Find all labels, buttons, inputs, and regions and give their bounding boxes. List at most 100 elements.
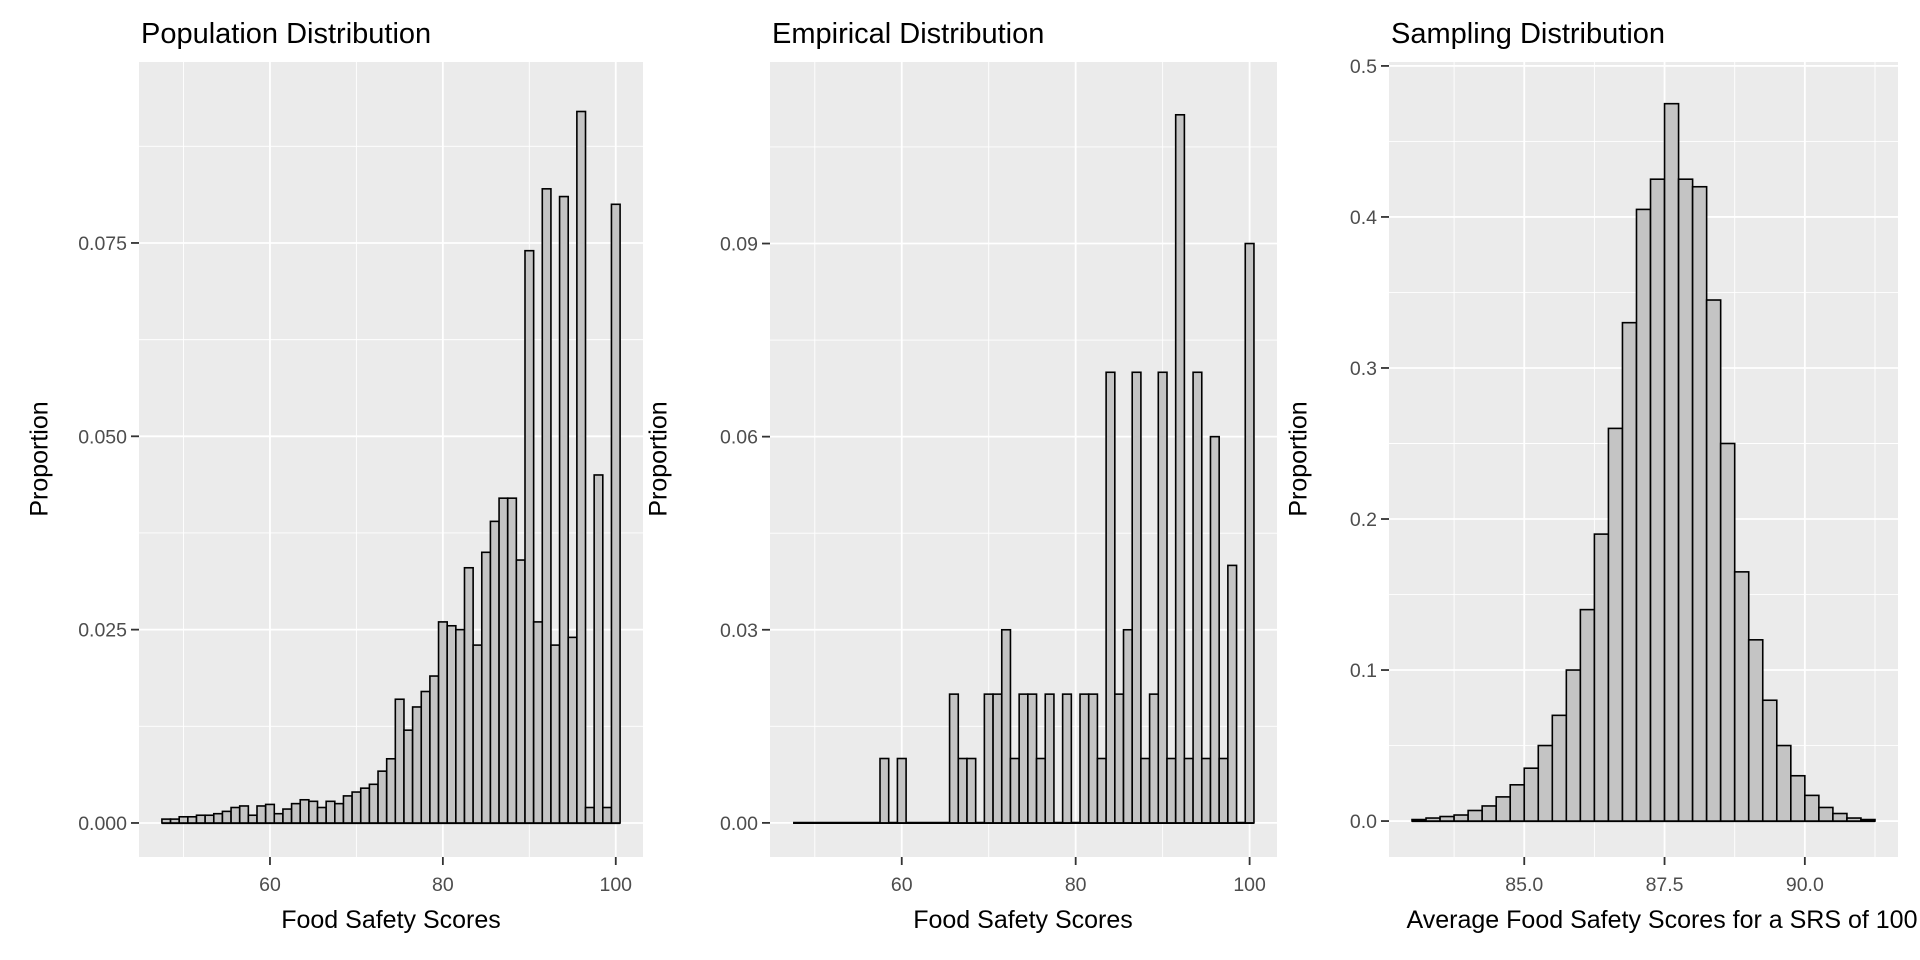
histogram-bar bbox=[238, 805, 250, 824]
y-axis-title-population: Proportion bbox=[25, 401, 54, 517]
histogram-bar bbox=[506, 497, 518, 824]
histogram-bar bbox=[463, 566, 474, 824]
histogram-bar bbox=[472, 644, 483, 824]
y-tick-label: 0.0 bbox=[1350, 811, 1377, 833]
x-tick-label: 100 bbox=[599, 874, 632, 896]
histogram-bar bbox=[334, 802, 345, 824]
histogram-bar bbox=[1114, 693, 1125, 824]
histogram-bar bbox=[394, 698, 405, 824]
histogram-bar bbox=[1593, 533, 1610, 822]
histogram-bar bbox=[1044, 693, 1055, 824]
histogram-bar bbox=[446, 624, 457, 824]
histogram-bar bbox=[1677, 178, 1694, 822]
histogram-bar bbox=[316, 806, 327, 824]
histogram-bar bbox=[1705, 299, 1722, 822]
histogram-bar bbox=[498, 497, 509, 824]
histogram-bar bbox=[1663, 102, 1680, 822]
histogram-bar bbox=[1495, 796, 1512, 822]
histogram-bar bbox=[541, 188, 552, 824]
histogram-bar bbox=[1148, 693, 1160, 824]
histogram-bar bbox=[169, 818, 180, 824]
histogram-bar bbox=[1621, 321, 1638, 822]
histogram-bar bbox=[1565, 669, 1582, 822]
histogram-bar bbox=[602, 806, 613, 824]
histogram-bar bbox=[256, 805, 267, 824]
histogram-bar bbox=[1467, 809, 1483, 822]
histogram-bar bbox=[1183, 757, 1194, 824]
histogram-bar bbox=[1018, 693, 1029, 824]
histogram-bar bbox=[437, 621, 448, 824]
histogram-bar bbox=[385, 757, 397, 824]
histogram-bar bbox=[515, 559, 526, 824]
histogram-bar bbox=[1607, 427, 1624, 822]
histogram-bar bbox=[879, 757, 890, 824]
histogram-bar bbox=[420, 690, 431, 824]
y-tick-label: 0.00 bbox=[720, 813, 758, 835]
histogram-bar bbox=[1846, 817, 1862, 822]
histogram-bar bbox=[1157, 371, 1168, 824]
histogram-bar bbox=[411, 706, 423, 824]
x-tick-label: 80 bbox=[1065, 874, 1087, 896]
histogram-bar bbox=[1174, 113, 1186, 824]
y-axis-title-empirical: Proportion bbox=[644, 401, 673, 517]
y-tick-label: 0.075 bbox=[78, 233, 127, 255]
histogram-bar bbox=[948, 693, 960, 824]
x-tick-label: 80 bbox=[432, 874, 454, 896]
x-tick-label: 87.5 bbox=[1646, 874, 1684, 896]
histogram-bar bbox=[480, 551, 492, 824]
y-axis-title-sampling: Proportion bbox=[1284, 401, 1313, 517]
histogram-bar bbox=[187, 815, 198, 824]
histogram-bar bbox=[489, 520, 500, 824]
histogram-bar bbox=[896, 757, 907, 824]
histogram-bar bbox=[524, 249, 535, 824]
histogram-bar bbox=[1200, 757, 1212, 824]
histogram-bar bbox=[1790, 774, 1806, 822]
histogram-bar bbox=[1009, 757, 1020, 824]
y-tick-label: 0.5 bbox=[1350, 56, 1377, 78]
histogram-bar bbox=[1579, 608, 1596, 822]
histogram-bar bbox=[1719, 442, 1736, 822]
histogram-bar bbox=[1061, 693, 1073, 824]
histogram-bar bbox=[195, 814, 206, 824]
histogram-bar bbox=[966, 757, 977, 824]
histogram-bar bbox=[550, 644, 561, 824]
histogram-bar bbox=[576, 110, 587, 824]
y-tick-label: 0.2 bbox=[1350, 509, 1377, 531]
histogram-bar bbox=[1227, 564, 1238, 824]
histogram-bar bbox=[429, 675, 440, 824]
histogram-bar bbox=[1860, 818, 1876, 822]
x-tick-label: 60 bbox=[259, 874, 281, 896]
histogram-bar bbox=[377, 770, 388, 824]
x-tick-label: 60 bbox=[891, 874, 913, 896]
x-axis-title-population: Food Safety Scores bbox=[281, 906, 501, 934]
histogram-bar bbox=[1818, 806, 1834, 822]
histogram-bar bbox=[1832, 812, 1848, 822]
histogram-bar bbox=[178, 815, 189, 824]
histogram-bar bbox=[1244, 242, 1255, 824]
histogram-bar bbox=[1775, 744, 1792, 822]
chart-title-sampling: Sampling Distribution bbox=[1391, 18, 1666, 50]
histogram-bar bbox=[368, 783, 379, 824]
histogram-bar bbox=[204, 814, 215, 824]
histogram-bar bbox=[1140, 757, 1151, 824]
histogram-bar bbox=[308, 800, 319, 824]
histogram-bar bbox=[1551, 714, 1568, 822]
histogram-bar bbox=[567, 636, 578, 824]
histogram-bar bbox=[359, 787, 371, 824]
y-tick-label: 0.000 bbox=[78, 813, 127, 835]
histogram-bar bbox=[610, 203, 621, 824]
histogram-bar bbox=[351, 791, 362, 824]
histogram-bar bbox=[1096, 757, 1107, 824]
histogram-bar bbox=[342, 795, 353, 824]
histogram-bar bbox=[1761, 699, 1778, 822]
histogram-bar bbox=[593, 474, 604, 824]
histogram-bar bbox=[1747, 639, 1764, 822]
histogram-bar bbox=[1035, 757, 1047, 824]
histogram-bar bbox=[1425, 817, 1441, 822]
histogram-bar bbox=[1131, 371, 1142, 824]
y-tick-label: 0.3 bbox=[1350, 358, 1377, 380]
histogram-bar bbox=[161, 818, 172, 824]
histogram-bar bbox=[1439, 815, 1455, 822]
y-tick-label: 0.025 bbox=[78, 620, 127, 642]
